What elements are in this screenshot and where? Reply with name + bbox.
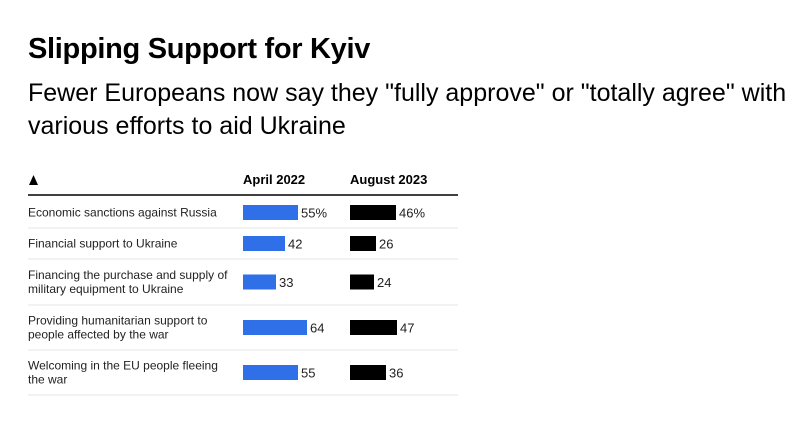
- table-row: Providing humanitarian support topeople …: [28, 314, 458, 351]
- chart-title: Slipping Support for Kyiv: [28, 33, 371, 65]
- value-label-august-2023: 24: [377, 275, 391, 290]
- table-row: Economic sanctions against Russia 55% 46%: [28, 205, 458, 229]
- row-label: Welcoming in the EU people fleeing: [28, 359, 218, 373]
- row-label: Financial support to Ukraine: [28, 237, 178, 251]
- table-row: Financial support to Ukraine 42 26: [28, 236, 458, 260]
- column-header-april-2022: April 2022: [243, 172, 305, 187]
- row-label: Providing humanitarian support to: [28, 314, 208, 328]
- value-label-august-2023: 46%: [399, 206, 425, 221]
- value-label-august-2023: 36: [389, 366, 403, 381]
- row-label: people affected by the war: [28, 328, 169, 342]
- triangle-up-icon[interactable]: [29, 175, 38, 185]
- bar-april-2022: [243, 365, 298, 380]
- table-header: April 2022 August 2023: [28, 172, 458, 196]
- value-label-april-2022: 42: [288, 237, 302, 252]
- value-label-august-2023: 47: [400, 321, 414, 336]
- bar-august-2023: [350, 274, 374, 290]
- table-body: Economic sanctions against Russia 55% 46% F…: [28, 205, 458, 396]
- value-label-april-2022: 55: [301, 366, 315, 381]
- bar-april-2022: [243, 205, 298, 220]
- bar-april-2022: [243, 320, 307, 335]
- bar-august-2023: [350, 205, 396, 220]
- bar-april-2022: [243, 274, 276, 290]
- value-label-april-2022: 64: [310, 321, 324, 336]
- value-label-april-2022: 55%: [301, 206, 327, 221]
- row-label: military equipment to Ukraine: [28, 282, 184, 296]
- bar-april-2022: [243, 236, 285, 251]
- column-header-august-2023: August 2023: [350, 172, 427, 187]
- bar-august-2023: [350, 320, 397, 335]
- value-label-april-2022: 33: [279, 275, 293, 290]
- row-label: Financing the purchase and supply of: [28, 268, 228, 282]
- bar-august-2023: [350, 365, 386, 380]
- table-row: Financing the purchase and supply ofmili…: [28, 268, 458, 306]
- value-label-august-2023: 26: [379, 237, 393, 252]
- row-label: the war: [28, 373, 67, 387]
- chart-subtitle: Fewer Europeans now say they "fully appr…: [28, 79, 787, 140]
- bar-august-2023: [350, 236, 376, 251]
- row-label: Economic sanctions against Russia: [28, 206, 217, 220]
